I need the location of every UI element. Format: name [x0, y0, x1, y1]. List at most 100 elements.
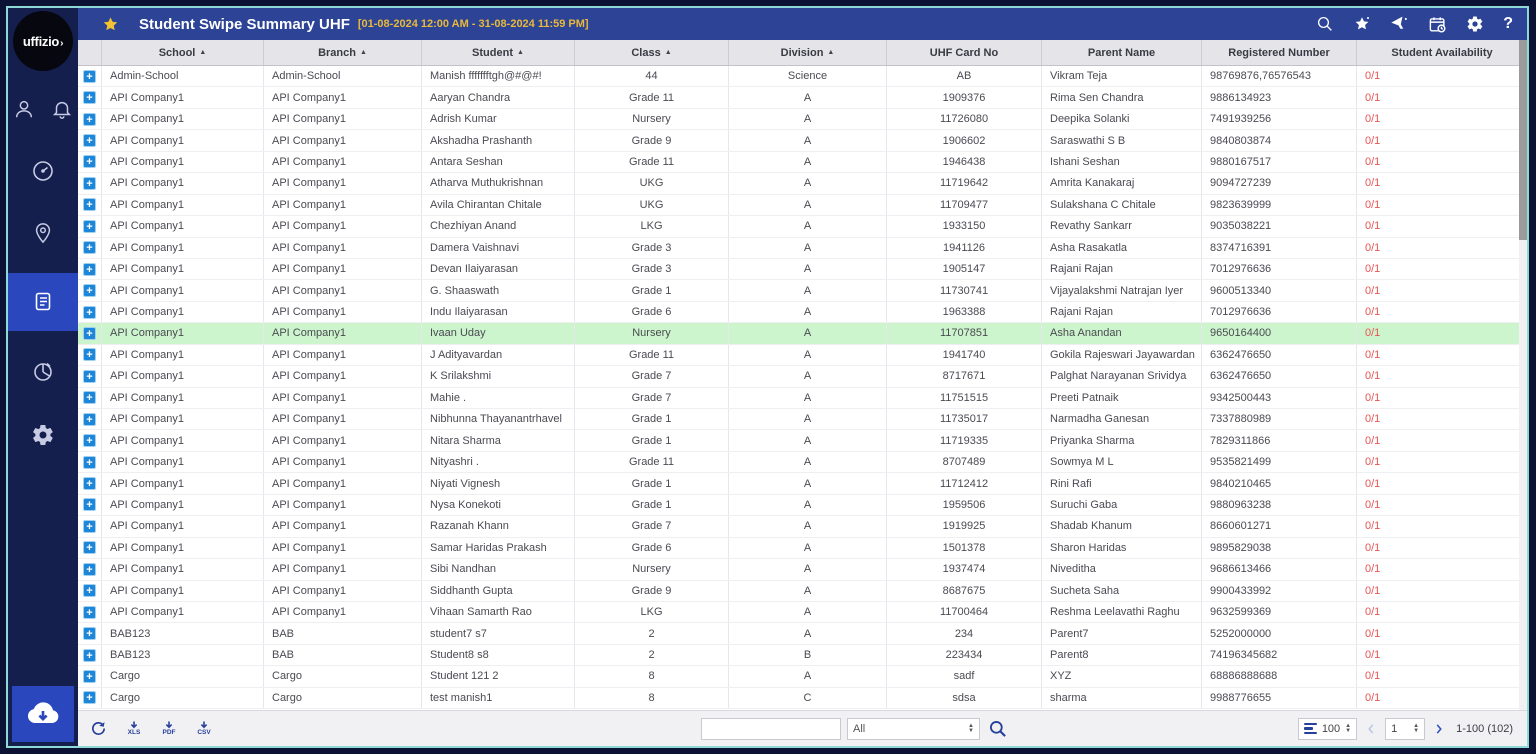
table-row[interactable]: + API Company1 API Company1 Niyati Vignesh G…: [78, 473, 1527, 495]
export-pdf-button[interactable]: PDF: [158, 721, 180, 736]
cell-uhf: sdsa: [887, 687, 1042, 709]
expand-row-button[interactable]: +: [83, 562, 96, 576]
expand-row-button[interactable]: +: [83, 691, 96, 705]
cell-class: Grade 3: [575, 237, 729, 258]
table-row[interactable]: + API Company1 API Company1 Samar Haridas P…: [78, 537, 1527, 560]
expand-row-button[interactable]: +: [83, 155, 96, 169]
expand-row-button[interactable]: +: [83, 477, 96, 491]
table-row[interactable]: + API Company1 API Company1 G. Shaaswath Gra…: [78, 280, 1527, 302]
page-number-input[interactable]: 1 ▲ ▼: [1385, 717, 1426, 740]
table-row[interactable]: + API Company1 API Company1 Ivaan Uday Nurse…: [78, 323, 1527, 345]
prev-page-chevron-icon[interactable]: [1364, 721, 1378, 737]
table-row[interactable]: + API Company1 API Company1 Chezhiyan Anand…: [78, 216, 1527, 238]
notifications-bell-icon[interactable]: [50, 97, 74, 121]
expand-row-button[interactable]: +: [83, 498, 96, 512]
table-row[interactable]: + API Company1 API Company1 Akshadha Prasha…: [78, 130, 1527, 152]
cell-division: A: [729, 87, 887, 108]
expand-row-button[interactable]: +: [83, 391, 96, 405]
table-row[interactable]: + API Company1 API Company1 K Srilakshmi Gra…: [78, 366, 1527, 388]
expand-row-button[interactable]: +: [83, 219, 96, 233]
settings-gear-icon[interactable]: [31, 423, 55, 447]
table-row[interactable]: + API Company1 API Company1 Avila Chirantan…: [78, 194, 1527, 217]
expand-row-button[interactable]: +: [83, 112, 96, 126]
footer-search-icon[interactable]: [988, 719, 1008, 739]
table-row[interactable]: + API Company1 API Company1 Vihaan Samarth …: [78, 601, 1527, 624]
expand-row-button[interactable]: +: [83, 305, 96, 319]
next-page-chevron-icon[interactable]: [1432, 721, 1446, 737]
expand-row-button[interactable]: +: [83, 91, 96, 105]
table-row[interactable]: + API Company1 API Company1 Nitara Sharma Gr…: [78, 430, 1527, 452]
filter-icon[interactable]: [1390, 15, 1409, 34]
expand-row-button[interactable]: +: [83, 198, 96, 212]
settings-gear-icon-topbar[interactable]: [1466, 15, 1484, 33]
expand-row-button[interactable]: +: [83, 284, 96, 298]
export-csv-button[interactable]: CSV: [193, 721, 215, 736]
table-row[interactable]: + API Company1 API Company1 Adrish Kumar Nur…: [78, 108, 1527, 131]
column-header-division[interactable]: Division ▲: [729, 40, 887, 65]
rows-per-page-selector[interactable]: 100 ▲ ▼: [1297, 717, 1358, 740]
column-header-class[interactable]: Class ▲: [575, 40, 729, 65]
table-row[interactable]: + BAB123 BAB Student8 s8 2 B 223434 Parent8 7419…: [78, 644, 1527, 667]
cell-uhf: sadf: [887, 666, 1042, 687]
search-column-select[interactable]: All ▲ ▼: [847, 717, 980, 740]
expand-row-button[interactable]: +: [83, 241, 96, 255]
calendar-schedule-icon[interactable]: [1428, 15, 1447, 34]
expand-row-button[interactable]: +: [83, 262, 96, 276]
uffizio-logo[interactable]: uffizio: [13, 11, 73, 71]
refresh-icon[interactable]: [90, 720, 107, 737]
table-row[interactable]: + API Company1 API Company1 Damera Vaishnav…: [78, 237, 1527, 259]
expand-row-button[interactable]: +: [83, 455, 96, 469]
vertical-scrollbar[interactable]: [1519, 40, 1527, 710]
search-icon[interactable]: [1316, 15, 1334, 33]
expand-row-button[interactable]: +: [83, 176, 96, 190]
expand-row-button[interactable]: +: [83, 541, 96, 555]
favorite-star-icon[interactable]: [102, 16, 119, 33]
expand-row-button[interactable]: +: [83, 627, 96, 641]
column-header-student[interactable]: Student ▲: [422, 40, 575, 65]
expand-row-button[interactable]: +: [83, 69, 96, 83]
table-row[interactable]: + API Company1 API Company1 Nityashri . Grad…: [78, 451, 1527, 474]
sidebar-item-reports-active[interactable]: [8, 273, 78, 331]
cell-division: C: [729, 687, 887, 709]
column-header-school[interactable]: School ▲: [102, 40, 264, 65]
help-icon[interactable]: ?: [1503, 15, 1513, 32]
expand-row-button[interactable]: +: [83, 434, 96, 448]
expand-row-button[interactable]: +: [83, 369, 96, 383]
expand-row-button[interactable]: +: [83, 519, 96, 533]
expand-row-button[interactable]: +: [83, 584, 96, 598]
favorite-icon[interactable]: [1353, 15, 1371, 33]
table-row[interactable]: + API Company1 API Company1 Aaryan Chandra G…: [78, 87, 1527, 109]
analytics-pie-icon[interactable]: [31, 359, 55, 383]
cell-school: API Company1: [102, 580, 264, 601]
user-icon[interactable]: [12, 97, 36, 121]
table-row[interactable]: + API Company1 API Company1 J Adityavardan G…: [78, 344, 1527, 367]
tracking-location-icon[interactable]: [31, 221, 55, 245]
column-header-branch[interactable]: Branch ▲: [264, 40, 422, 65]
expand-row-button[interactable]: +: [83, 326, 96, 340]
expand-row-button[interactable]: +: [83, 605, 96, 619]
scrollbar-thumb[interactable]: [1519, 40, 1527, 240]
expand-row-button[interactable]: +: [83, 648, 96, 662]
expand-row-button[interactable]: +: [83, 348, 96, 362]
table-row[interactable]: + API Company1 API Company1 Antara Seshan Gr…: [78, 151, 1527, 174]
table-row[interactable]: + Admin-School Admin-School Manish ffffffft…: [78, 66, 1527, 88]
table-row[interactable]: + API Company1 API Company1 Indu Ilaiyarasa…: [78, 301, 1527, 324]
table-row[interactable]: + API Company1 API Company1 Nibhunna Thayan…: [78, 409, 1527, 431]
table-row[interactable]: + API Company1 API Company1 Sibi Nandhan Nur…: [78, 559, 1527, 581]
expand-row-button[interactable]: +: [83, 412, 96, 426]
table-row[interactable]: + API Company1 API Company1 Nysa Konekoti Gr…: [78, 494, 1527, 517]
table-row[interactable]: + API Company1 API Company1 Siddhanth Gupta…: [78, 580, 1527, 602]
cloud-download-button[interactable]: [12, 686, 74, 742]
table-row[interactable]: + API Company1 API Company1 Devan Ilaiyaras…: [78, 258, 1527, 281]
table-row[interactable]: + BAB123 BAB student7 s7 2 A 234 Parent7 5252000…: [78, 623, 1527, 645]
table-row[interactable]: + API Company1 API Company1 Razanah Khann Gr…: [78, 516, 1527, 538]
table-search-input[interactable]: [701, 717, 841, 740]
table-row[interactable]: + API Company1 API Company1 Atharva Muthukr…: [78, 173, 1527, 195]
dashboard-icon[interactable]: [31, 159, 55, 183]
expand-row-button[interactable]: +: [83, 134, 96, 148]
export-xls-button[interactable]: XLS: [123, 721, 145, 736]
expand-row-button[interactable]: +: [83, 669, 96, 683]
